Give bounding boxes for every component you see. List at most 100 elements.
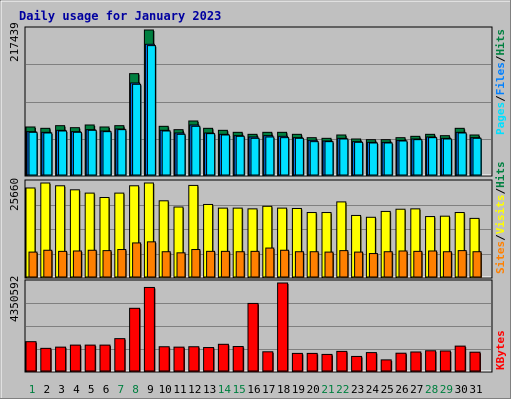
sites-bar-body (146, 241, 156, 278)
visitors-panel (24, 179, 493, 279)
pages-bar (206, 133, 216, 176)
sites-bar (294, 251, 305, 278)
sites-bar (161, 251, 172, 278)
day-label: 25 (381, 383, 394, 396)
pages-bar (43, 132, 53, 176)
kbytes-bar (129, 307, 141, 372)
kbytes-bar-body (143, 286, 155, 372)
kbytes-bar (173, 346, 185, 372)
kbytes-bar-body (247, 302, 259, 372)
kbytes-bar-body (158, 346, 170, 372)
day-label: 15 (233, 383, 246, 396)
day-label: 8 (132, 383, 139, 396)
pages-bar-body (87, 129, 97, 176)
pages-bar (339, 138, 349, 176)
pages-bar-body (161, 130, 171, 176)
pages-bar-body (442, 138, 452, 176)
pages-bar-body (191, 125, 201, 176)
kbytes-bar (277, 282, 289, 372)
pages-bar (413, 139, 423, 176)
kbytes-bar-body (55, 346, 67, 372)
kbytes-bar-body (277, 282, 289, 372)
kbytes-bar-body (454, 345, 466, 372)
visitors-max-label: 25660 (8, 178, 21, 211)
kbytes-bar-body (425, 350, 437, 372)
sites-bar-body (354, 251, 364, 278)
kbytes-bar (351, 355, 363, 372)
sites-bar-body (176, 252, 186, 278)
kbytes-bar (425, 350, 437, 372)
day-label: 1 (29, 383, 36, 396)
pages-bar-body (368, 142, 378, 176)
day-label: 6 (103, 383, 110, 396)
sites-bar (28, 251, 38, 278)
kbytes-bar-body (129, 307, 141, 372)
day-label: 23 (351, 383, 364, 396)
day-label: 10 (159, 383, 172, 396)
pages-bar (294, 137, 305, 176)
pages-bar-body (28, 131, 38, 176)
day-label: 4 (73, 383, 80, 396)
kbytes-bar (439, 350, 452, 372)
day-label: 5 (88, 383, 95, 396)
pages-bar-body (280, 137, 290, 176)
legend-separator: / (494, 95, 507, 102)
pages-bar (472, 137, 482, 176)
kbytes-bar-body (291, 352, 303, 372)
day-label: 29 (440, 383, 453, 396)
kbytes-bar (40, 347, 52, 372)
kbytes-bar-body (306, 352, 318, 372)
pages-bar (72, 131, 83, 176)
pages-bar (398, 140, 408, 176)
legend-pages: Pages (494, 102, 507, 135)
sites-bar-body (102, 250, 112, 278)
sites-bar (309, 251, 320, 278)
kbytes-bar (69, 344, 82, 372)
sites-bar-body (161, 251, 171, 278)
kbytes-bar (306, 352, 319, 372)
sites-bar-body (309, 251, 319, 278)
kbytes-bar (380, 359, 393, 372)
kbytes-bar (217, 343, 230, 372)
pages-bar (354, 141, 364, 176)
kbytes-bar-body (469, 351, 481, 372)
sites-bar (146, 241, 157, 278)
sites-bar-body (250, 250, 260, 278)
sites-bar (324, 251, 334, 278)
kbytes-bar-body (321, 353, 333, 372)
kbytes-bar-body (99, 344, 111, 372)
kbytes-bar (232, 346, 245, 372)
kbytes-bar-body (380, 359, 392, 372)
kbytes-bar (321, 353, 333, 372)
sites-bar-body (117, 249, 127, 278)
sites-bar (457, 250, 468, 278)
pages-bar (324, 141, 334, 176)
pages-bar-body (398, 140, 408, 176)
traffic-max-label: 217439 (8, 22, 21, 62)
sites-bar-body (72, 250, 82, 278)
kbytes-bar-body (232, 346, 244, 372)
pages-bar-body (132, 83, 142, 176)
legend-files: Files (494, 62, 507, 95)
sites-bar (176, 252, 186, 278)
day-label: 2 (43, 383, 50, 396)
sites-bar (235, 251, 246, 278)
pages-bar-body (428, 137, 438, 176)
sites-bar (87, 249, 98, 278)
pages-bar-body (117, 129, 127, 176)
day-label: 13 (203, 383, 216, 396)
sites-bar (368, 253, 379, 278)
legend-separator: / (494, 234, 507, 241)
sites-bar (191, 249, 201, 278)
day-label: 28 (425, 383, 438, 396)
pages-bar-body (354, 141, 364, 176)
day-label: 26 (395, 383, 408, 396)
sites-bar-body (206, 250, 216, 278)
pages-bar (58, 130, 68, 176)
pages-bar (28, 131, 38, 176)
kbytes-bar (143, 286, 156, 372)
day-label: 7 (117, 383, 124, 396)
day-label: 21 (321, 383, 334, 396)
kbytes-bar (469, 351, 481, 372)
